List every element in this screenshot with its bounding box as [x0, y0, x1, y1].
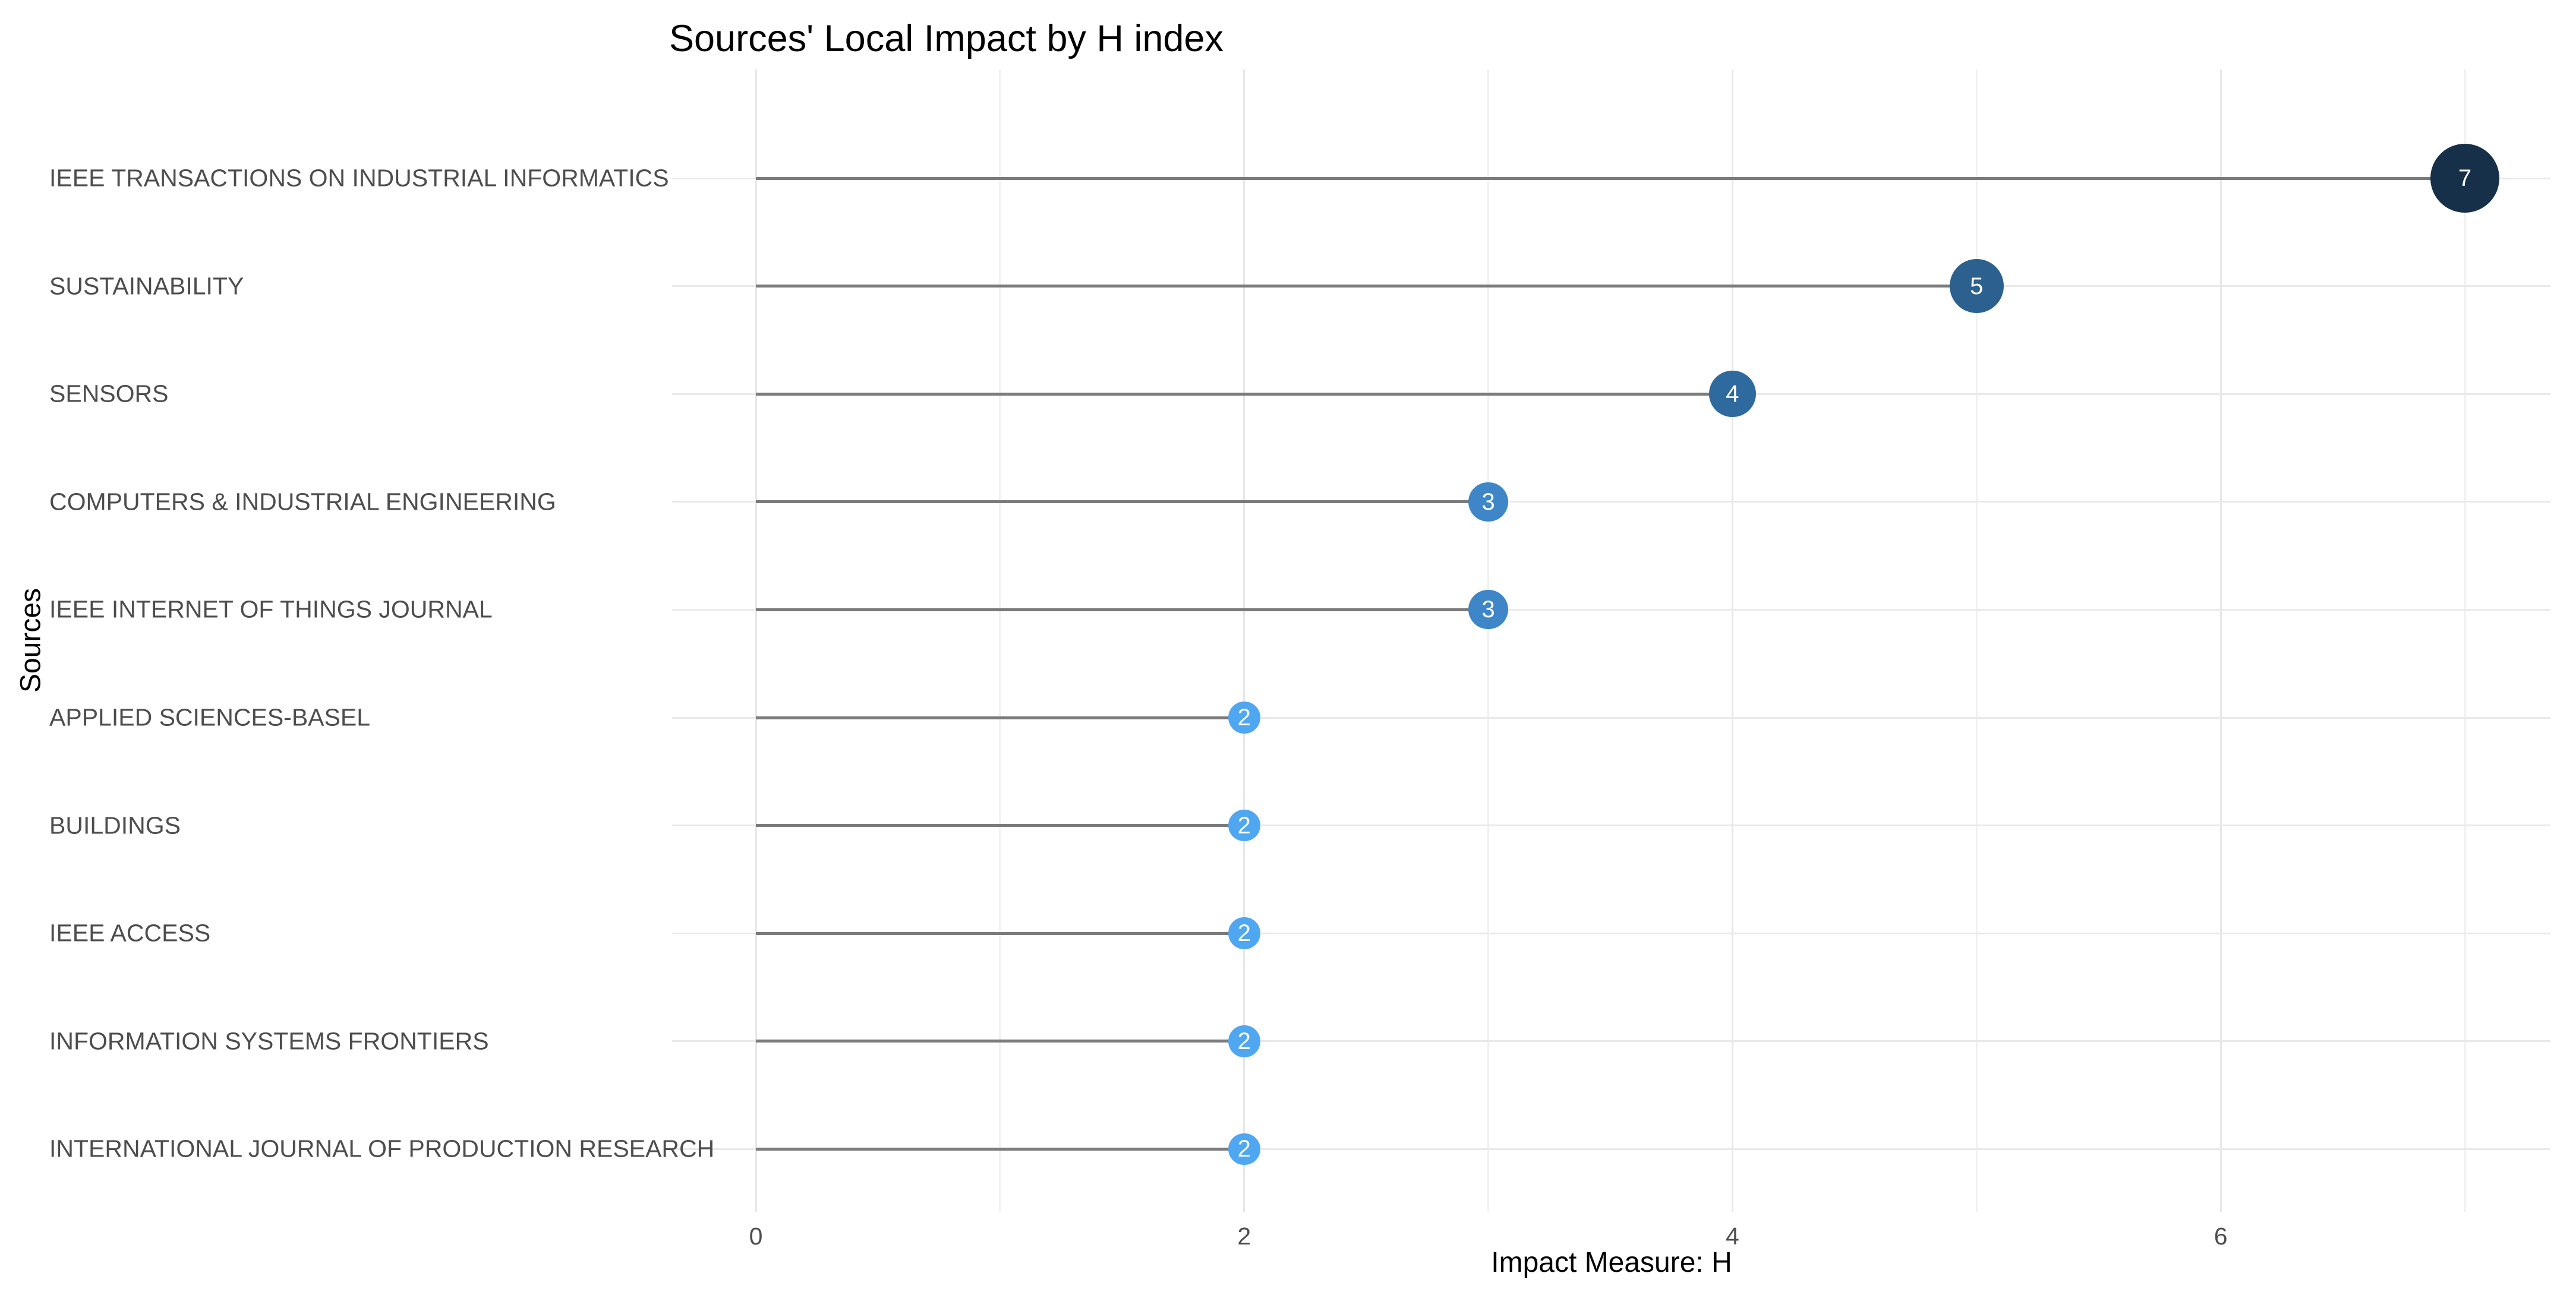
data-point: 2: [1228, 917, 1260, 950]
lollipop-stem: [756, 1147, 1244, 1151]
gridline-horizontal: [672, 932, 2550, 934]
gridline-horizontal: [672, 1040, 2550, 1043]
y-axis-label: COMPUTERS & INDUSTRIAL ENGINEERING: [49, 488, 556, 516]
data-point-value: 2: [1237, 1136, 1251, 1163]
data-point: 7: [2430, 144, 2499, 213]
data-point-value: 4: [1726, 381, 1739, 407]
y-axis-label: SUSTAINABILITY: [49, 272, 244, 300]
gridline-vertical-major: [1243, 70, 1246, 1212]
data-point-value: 2: [1237, 1028, 1251, 1054]
gridline-horizontal: [672, 716, 2550, 719]
y-axis-label: SENSORS: [49, 380, 169, 407]
gridline-horizontal: [672, 825, 2550, 827]
y-axis-label: BUILDINGS: [49, 811, 181, 839]
data-point-value: 2: [1237, 704, 1251, 731]
lollipop-stem: [756, 1040, 1244, 1043]
data-point: 3: [1468, 590, 1508, 630]
y-axis-title: Sources: [15, 587, 47, 693]
gridline-horizontal: [672, 1148, 2550, 1150]
lollipop-stem: [756, 716, 1244, 719]
data-point-value: 3: [1481, 596, 1495, 623]
lollipop-stem: [756, 608, 1489, 611]
data-point-value: 7: [2458, 165, 2472, 191]
lollipop-stem: [756, 285, 1977, 288]
data-point: 3: [1468, 482, 1508, 522]
lollipop-stem: [756, 392, 1733, 396]
data-point: 2: [1228, 1133, 1260, 1165]
data-point-value: 3: [1481, 488, 1495, 515]
data-point-value: 2: [1237, 920, 1251, 947]
y-axis-label: APPLIED SCIENCES-BASEL: [49, 703, 371, 731]
x-axis-tick-label: 2: [1237, 1222, 1251, 1250]
gridline-vertical-minor: [1487, 70, 1490, 1212]
x-axis-title: Impact Measure: H: [1491, 1247, 1732, 1278]
gridline-horizontal: [672, 608, 2550, 611]
lollipop-stem: [756, 176, 2465, 180]
lollipop-stem: [756, 931, 1244, 935]
y-axis-label: IEEE INTERNET OF THINGS JOURNAL: [49, 595, 493, 623]
gridline-vertical-major: [755, 70, 757, 1212]
data-point: 2: [1228, 702, 1260, 734]
gridline-vertical-minor: [2464, 70, 2466, 1212]
x-axis-tick-label: 4: [1726, 1222, 1739, 1250]
lollipop-stem: [756, 824, 1244, 827]
gridline-vertical-major: [2219, 70, 2222, 1212]
y-axis-label: INTERNATIONAL JOURNAL OF PRODUCTION RESE…: [49, 1135, 715, 1163]
gridline-horizontal: [672, 501, 2550, 503]
gridline-vertical-minor: [999, 70, 1001, 1212]
gridline-vertical-major: [1731, 70, 1733, 1212]
data-point: 2: [1228, 1025, 1260, 1057]
y-axis-label: IEEE ACCESS: [49, 919, 211, 947]
gridline-vertical-minor: [1975, 70, 1978, 1212]
data-point: 2: [1228, 809, 1260, 842]
data-point: 4: [1709, 370, 1756, 418]
x-axis-tick-label: 6: [2214, 1222, 2228, 1250]
y-axis-label: INFORMATION SYSTEMS FRONTIERS: [49, 1027, 489, 1055]
data-point-value: 2: [1237, 812, 1251, 839]
data-point-value: 5: [1970, 273, 1984, 299]
chart-title: Sources' Local Impact by H index: [669, 18, 1224, 59]
y-axis-label: IEEE TRANSACTIONS ON INDUSTRIAL INFORMAT…: [49, 164, 669, 192]
x-axis-tick-label: 0: [749, 1222, 763, 1250]
data-point: 5: [1949, 259, 2004, 314]
lollipop-stem: [756, 500, 1489, 504]
